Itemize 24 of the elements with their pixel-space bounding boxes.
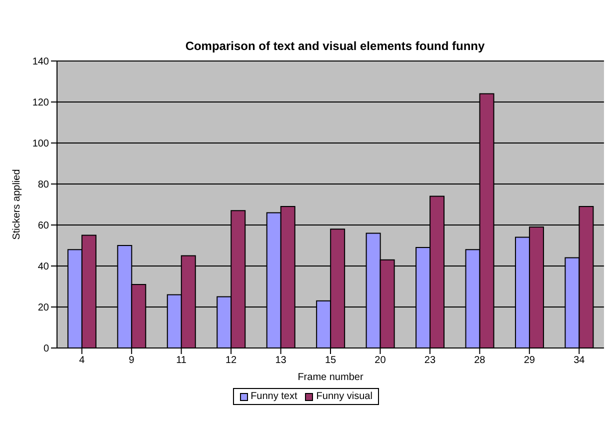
y-axis-title: Stickers applied: [12, 169, 23, 240]
y-tick-label: 0: [43, 344, 50, 355]
x-tick-label: 11: [176, 355, 187, 366]
y-tick-label: 80: [38, 180, 50, 191]
y-tick-label: 100: [32, 138, 50, 150]
x-tick-label: 28: [474, 355, 486, 366]
legend-label: Funny text: [250, 391, 298, 402]
x-tick-label: 23: [424, 355, 436, 366]
y-tick-label: 20: [38, 302, 50, 314]
x-tick-label: 15: [324, 355, 336, 366]
y-tick-label: 40: [38, 262, 50, 273]
x-tick-label: 34: [574, 355, 586, 366]
x-tick-label: 20: [374, 355, 386, 366]
y-tick-label: 60: [38, 220, 50, 232]
x-tick-label: 9: [128, 355, 135, 366]
x-tick-label: 29: [524, 355, 536, 366]
x-tick-label: 4: [79, 355, 86, 366]
y-tick-label: 140: [32, 56, 50, 68]
x-tick-label: 12: [225, 355, 238, 366]
y-tick-label: 120: [32, 98, 50, 109]
legend-label: Funny visual: [316, 391, 372, 402]
x-axis-title: Frame number: [298, 372, 364, 383]
chart-title: Comparison of text and visual elements found funny: [184, 39, 486, 53]
x-tick-label: 13: [275, 355, 287, 366]
